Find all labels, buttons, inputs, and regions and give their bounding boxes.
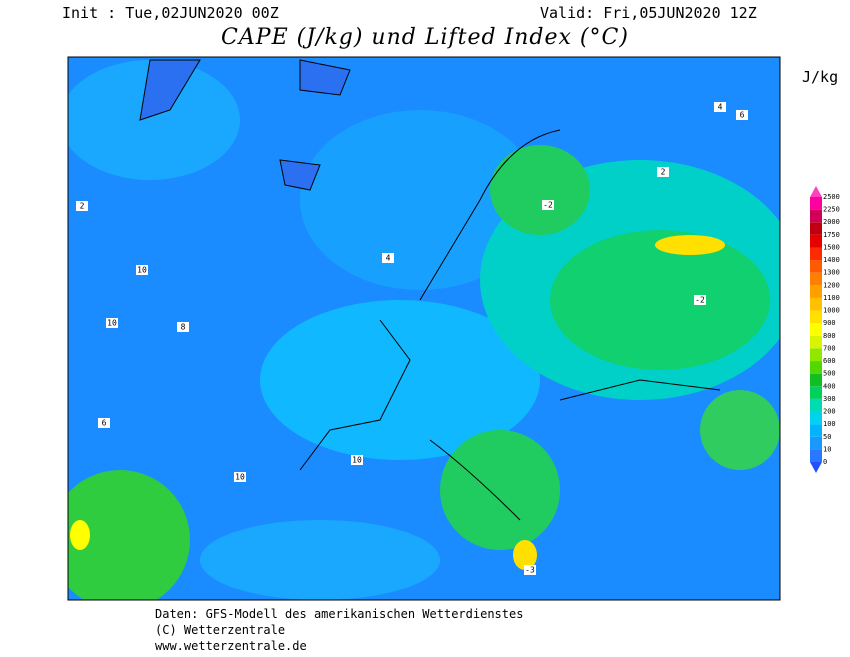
- colorbar-label: 700: [823, 344, 836, 352]
- colorbar-label: 0: [823, 458, 827, 466]
- colorbar-label: 800: [823, 332, 836, 340]
- unit: J/kg: [802, 68, 838, 86]
- contour-label: -2: [695, 296, 705, 305]
- map-frame: [67, 56, 781, 601]
- valid-time: Valid: Fri,05JUN2020 12Z: [540, 4, 757, 22]
- colorbar-label: 1300: [823, 269, 840, 277]
- colorbar-band: [810, 297, 822, 311]
- footer-line: www.wetterzentrale.de: [155, 639, 307, 653]
- colorbar-band: [810, 386, 822, 399]
- contour-label-box: [136, 265, 148, 275]
- contour-label-box: [106, 318, 118, 328]
- colorbar-label: 1750: [823, 231, 840, 239]
- colorbar: 0 10 50 100 200 300 400 500 600 700 800 900 1000 1100…: [810, 186, 840, 473]
- contour-label: -2: [543, 201, 553, 210]
- contour-label: 2: [661, 168, 666, 177]
- colorbar-band: [810, 260, 822, 273]
- colorbar-label: 1100: [823, 294, 840, 302]
- contour-label: 8: [181, 323, 186, 332]
- colorbar-band: [810, 436, 822, 450]
- colorbar-label: 500: [823, 370, 836, 378]
- contour-label-box: [382, 253, 394, 263]
- colorbar-label: 2000: [823, 218, 840, 226]
- colorbar-band: [810, 272, 822, 286]
- colorbar-label: 200: [823, 408, 836, 416]
- contour-label-box: [177, 322, 189, 332]
- contour-label-box: [694, 295, 706, 305]
- field-blob: [200, 520, 440, 600]
- field-blob: [550, 230, 770, 370]
- colorbar-band: [810, 361, 822, 374]
- contour-label: 6: [740, 111, 745, 120]
- init-time: Init : Tue,02JUN2020 00Z: [62, 4, 279, 22]
- contour-label: 10: [235, 473, 245, 482]
- colorbar-band: [810, 348, 822, 362]
- colorbar-label: 2500: [823, 193, 840, 201]
- colorbar-label: 600: [823, 357, 836, 365]
- colorbar-label: 1400: [823, 256, 840, 264]
- colorbar-label: 10: [823, 445, 831, 453]
- colorbar-arrow: [810, 186, 822, 197]
- contour-label: 10: [137, 266, 147, 275]
- field-blob: [655, 235, 725, 255]
- colorbar-band: [810, 234, 822, 248]
- colorbar-label: 300: [823, 395, 836, 403]
- contour-label: 4: [718, 103, 723, 112]
- field-blob: [440, 430, 560, 550]
- colorbar-label: 1000: [823, 307, 840, 315]
- contour-label-box: [524, 565, 536, 575]
- colorbar-band: [810, 285, 822, 298]
- colorbar-arrow: [810, 462, 822, 473]
- contour-label-box: [657, 167, 669, 177]
- field-blob: [513, 540, 537, 570]
- colorbar-label: 400: [823, 382, 836, 390]
- colorbar-band: [810, 209, 822, 223]
- contour-label: -3: [525, 566, 535, 575]
- contour-label: 10: [352, 456, 362, 465]
- colorbar-band: [810, 323, 822, 336]
- footer-line: (C) Wetterzentrale: [155, 623, 285, 637]
- contour-label-box: [76, 201, 88, 211]
- contour-label-box: [351, 455, 363, 465]
- field-blob: [700, 390, 780, 470]
- contour-label-box: [542, 200, 554, 210]
- colorbar-band: [810, 197, 822, 210]
- colorbar-label: 2250: [823, 206, 840, 214]
- contour-label-box: [98, 418, 110, 428]
- colorbar-band: [810, 449, 822, 462]
- field-blob: [490, 145, 590, 235]
- footer-line: Daten: GFS-Modell des amerikanischen Wet…: [155, 607, 523, 621]
- contour-label: 2: [80, 202, 85, 211]
- contour-label-box: [234, 472, 246, 482]
- field-blob: [68, 470, 190, 600]
- colorbar-band: [810, 373, 822, 387]
- colorbar-label: 50: [823, 433, 831, 441]
- contour-label-box: [736, 110, 748, 120]
- map: 10 10 10 10 -3 8 6 4 2 -2 4 6 2 -2: [67, 56, 781, 601]
- coastline: [299, 129, 721, 521]
- colorbar-band: [810, 335, 822, 349]
- colorbar-band: [810, 222, 822, 235]
- colorbar-label: 900: [823, 319, 836, 327]
- colorbar-band: [810, 398, 822, 412]
- title: CAPE (J/kg) und Lifted Index (°C): [221, 25, 629, 50]
- colorbar-label: 100: [823, 420, 836, 428]
- field-blob: [68, 60, 240, 180]
- contour-label: 4: [386, 254, 391, 263]
- colorbar-band: [810, 310, 822, 324]
- colorbar-label: 1500: [823, 243, 840, 251]
- colorbar-band: [810, 411, 822, 425]
- colorbar-band: [810, 247, 822, 261]
- field-blob: [70, 520, 90, 550]
- contour-label-box: [714, 102, 726, 112]
- coastline: [139, 59, 351, 191]
- field-blob: [300, 110, 540, 290]
- colorbar-label: 1200: [823, 281, 840, 289]
- colorbar-band: [810, 424, 822, 437]
- contour-label: 10: [107, 319, 117, 328]
- contour-label: 6: [102, 419, 107, 428]
